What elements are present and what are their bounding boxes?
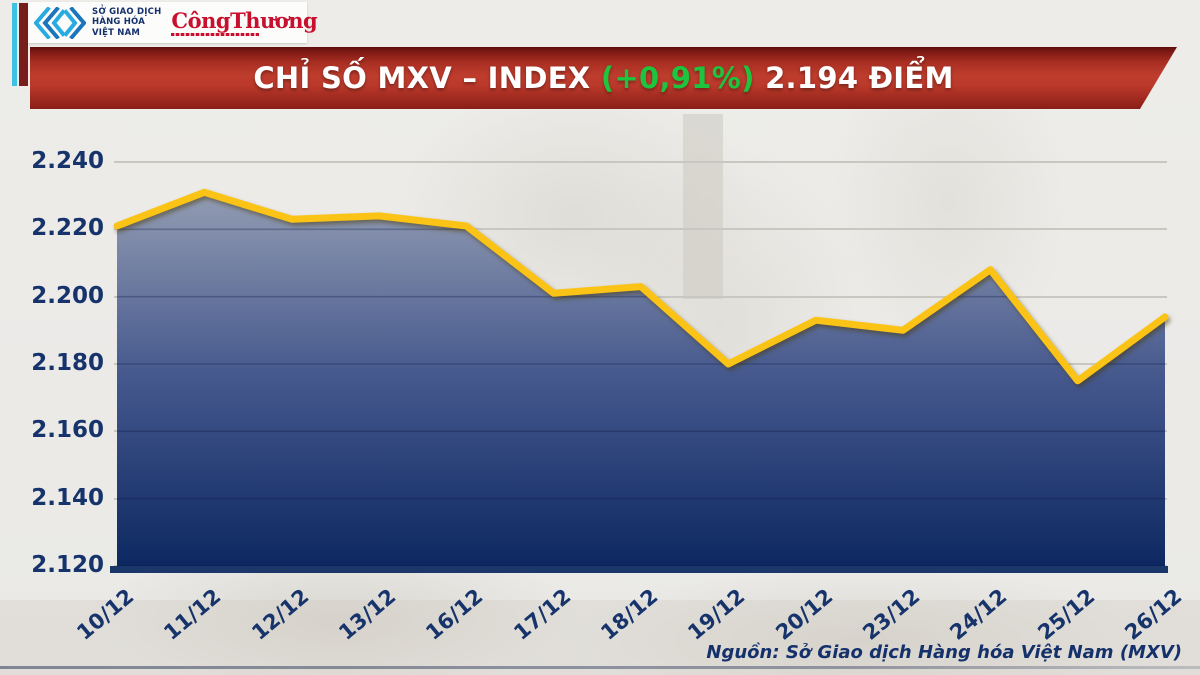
gridline [114, 295, 1167, 298]
gridline [114, 228, 1167, 231]
mxv-logo-text-line3: VIỆT NAM [92, 27, 141, 38]
y-tick-label: 2.140 [31, 484, 104, 511]
mxv-logo-text-line1: SỞ GIAO DỊCH [92, 7, 162, 18]
bottom-rule [0, 666, 1200, 669]
background-photo-strip [0, 600, 1200, 675]
left-stripe-cyan [12, 3, 17, 86]
y-tick-label: 2.160 [31, 417, 104, 444]
source-caption: Nguồn: Sở Giao dịch Hàng hóa Việt Nam (M… [706, 642, 1182, 663]
y-tick-label: 2.240 [31, 148, 104, 174]
gridline [114, 497, 1167, 500]
gridline [114, 430, 1167, 433]
y-tick-label: 2.180 [31, 350, 104, 376]
mxv-chevron-icon [34, 6, 86, 39]
gridline [114, 161, 1167, 163]
congthuong-logo: CôngThương [171, 7, 318, 36]
page-title: CHỈ SỐ MXV – INDEX (+0,91%) 2.194 ĐIỂM [253, 61, 953, 95]
left-stripe-maroon [19, 3, 28, 86]
title-change-percent: (+0,91%) [600, 61, 755, 95]
title-prefix: CHỈ SỐ MXV – INDEX [253, 61, 601, 95]
congthuong-logo-text: CôngThương [171, 7, 318, 33]
x-axis-bar [110, 566, 1168, 573]
y-tick-label: 2.220 [31, 215, 104, 242]
congthuong-tagline-rule [171, 32, 260, 36]
y-tick-label: 2.120 [31, 552, 104, 578]
title-suffix: 2.194 ĐIỂM [754, 61, 954, 95]
gridline [114, 363, 1167, 365]
y-tick-label: 2.200 [31, 282, 104, 309]
logo-box: SỞ GIAO DỊCH HÀNG HÓA VIỆT NAM CôngThươn… [28, 2, 318, 43]
mxv-logo-text: SỞ GIAO DỊCH HÀNG HÓA VIỆT NAM [92, 7, 161, 38]
background-map-band [683, 114, 723, 299]
title-banner: CHỈ SỐ MXV – INDEX (+0,91%) 2.194 ĐIỂM [30, 47, 1177, 109]
mxv-logo-text-line2: HÀNG HÓA [92, 17, 146, 28]
